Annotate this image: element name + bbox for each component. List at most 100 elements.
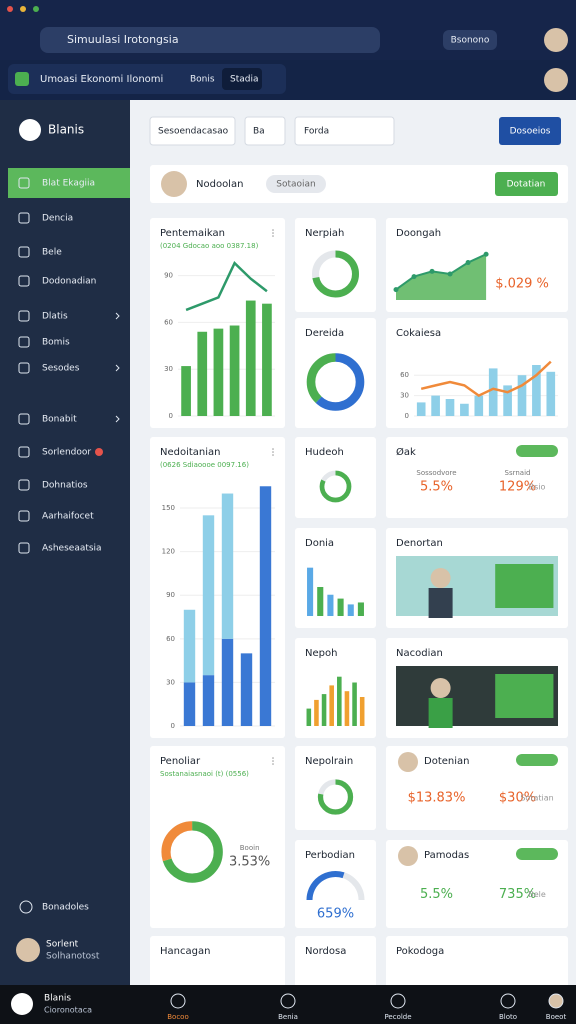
bar-segment [183, 682, 196, 726]
bar [474, 395, 484, 416]
stat-value: 3.53% [229, 855, 270, 870]
card [386, 840, 568, 928]
donut-segment [312, 250, 359, 298]
nav-icon [18, 310, 30, 322]
image-person [430, 678, 451, 698]
sidebar [0, 100, 130, 985]
y-tick-label: 90 [164, 272, 173, 280]
nav-item[interactable]: Bonabit [42, 415, 77, 425]
bar-segment [221, 493, 234, 639]
bar [245, 300, 256, 416]
footer-icon [19, 900, 33, 914]
nav-label[interactable]: Boeot [546, 1013, 567, 1021]
brand-logo [19, 119, 41, 141]
profile-name: Nodoolan [196, 179, 243, 190]
chevron [115, 415, 120, 423]
sidebar-footer[interactable]: Bonadoles [42, 903, 89, 913]
bar [503, 385, 512, 416]
note-pill [516, 848, 558, 860]
y-tick-label: 60 [166, 635, 175, 643]
stat-label: Sossodvore [416, 469, 456, 477]
action-button[interactable] [495, 172, 558, 196]
bar [347, 604, 354, 616]
profile-bar [150, 165, 568, 203]
card [295, 936, 376, 996]
point [393, 287, 399, 293]
avatar[interactable] [544, 68, 568, 92]
bar-segment [183, 609, 196, 683]
nav-item[interactable]: Dodonadian [42, 277, 96, 287]
stat-value: 129% [499, 480, 536, 495]
filter-text: Ba [253, 127, 265, 137]
nav-icon [18, 479, 30, 491]
nav-item[interactable]: Dlatis [42, 312, 68, 322]
nav-logo [11, 993, 33, 1015]
bar [197, 331, 208, 416]
chevron [115, 312, 120, 320]
nav-icon[interactable] [500, 993, 516, 1009]
filter[interactable] [149, 116, 236, 146]
window-dot [20, 6, 26, 12]
nav-item[interactable]: Bele [42, 248, 62, 258]
nav-icon[interactable] [390, 993, 406, 1009]
donut-segment [306, 353, 365, 411]
card-title: Nerpiah [305, 228, 344, 239]
bar [306, 708, 312, 726]
nav-icon[interactable] [280, 993, 296, 1009]
nav-item[interactable]: Dohnatios [42, 481, 88, 491]
bar [488, 368, 498, 416]
nav-label[interactable]: Pecolde [384, 1013, 411, 1021]
bar [229, 325, 240, 416]
y-tick-label: 60 [164, 318, 173, 326]
bar [337, 598, 344, 616]
nav-item[interactable]: Bomis [42, 338, 70, 348]
bar [213, 328, 224, 416]
tab-active [222, 68, 262, 90]
nav-icon[interactable] [170, 993, 186, 1009]
nav-item[interactable]: Sorlendoor [42, 448, 91, 458]
nav-label[interactable]: Bocoo [167, 1013, 189, 1021]
nav-item[interactable]: Blat Ekagiia [42, 179, 95, 189]
filter[interactable] [244, 116, 286, 146]
search-box[interactable] [40, 27, 380, 53]
image-person-body [428, 698, 453, 728]
bar [357, 602, 364, 616]
search-field[interactable] [294, 116, 395, 146]
nav-label[interactable]: Benia [278, 1013, 298, 1021]
bar-segment [202, 515, 215, 676]
nav-item[interactable]: Dencia [42, 214, 73, 224]
nav-item[interactable]: Sesodes [42, 364, 80, 374]
bar [262, 303, 272, 416]
nav-icon[interactable] [548, 993, 564, 1009]
nav-icon [18, 542, 30, 554]
y-tick-label: 150 [162, 504, 175, 512]
nav-item[interactable]: Asheseaatsia [42, 544, 102, 554]
y-tick-label: 0 [171, 722, 175, 730]
nav-item[interactable]: Aarhaifocet [42, 512, 94, 522]
menu-dot [272, 760, 274, 762]
filter-text: Sesoendacasao [158, 127, 229, 137]
bar [352, 682, 357, 726]
account-pill[interactable] [443, 30, 497, 50]
primary-button[interactable] [499, 117, 561, 145]
card-title: Øak [396, 446, 416, 458]
tag [266, 175, 326, 193]
point [447, 271, 453, 277]
avatar[interactable] [544, 28, 568, 52]
button-text: Dosoeios [510, 127, 551, 137]
bar [321, 694, 327, 726]
menu-dot [272, 229, 274, 231]
tab[interactable]: Bonis [190, 75, 215, 85]
tab-title[interactable]: Umoasi Ekonomi Ilonomi [40, 74, 163, 85]
bottom-nav [0, 985, 576, 1024]
window-dot [7, 6, 13, 12]
nav-label[interactable]: Bloto [499, 1013, 517, 1021]
gauge-value [306, 871, 345, 901]
point [429, 268, 435, 274]
tab[interactable]: Stadia [230, 75, 259, 85]
chevron [115, 364, 120, 372]
y-tick-label: 90 [166, 591, 175, 599]
bar [532, 365, 541, 416]
bar [181, 366, 191, 416]
